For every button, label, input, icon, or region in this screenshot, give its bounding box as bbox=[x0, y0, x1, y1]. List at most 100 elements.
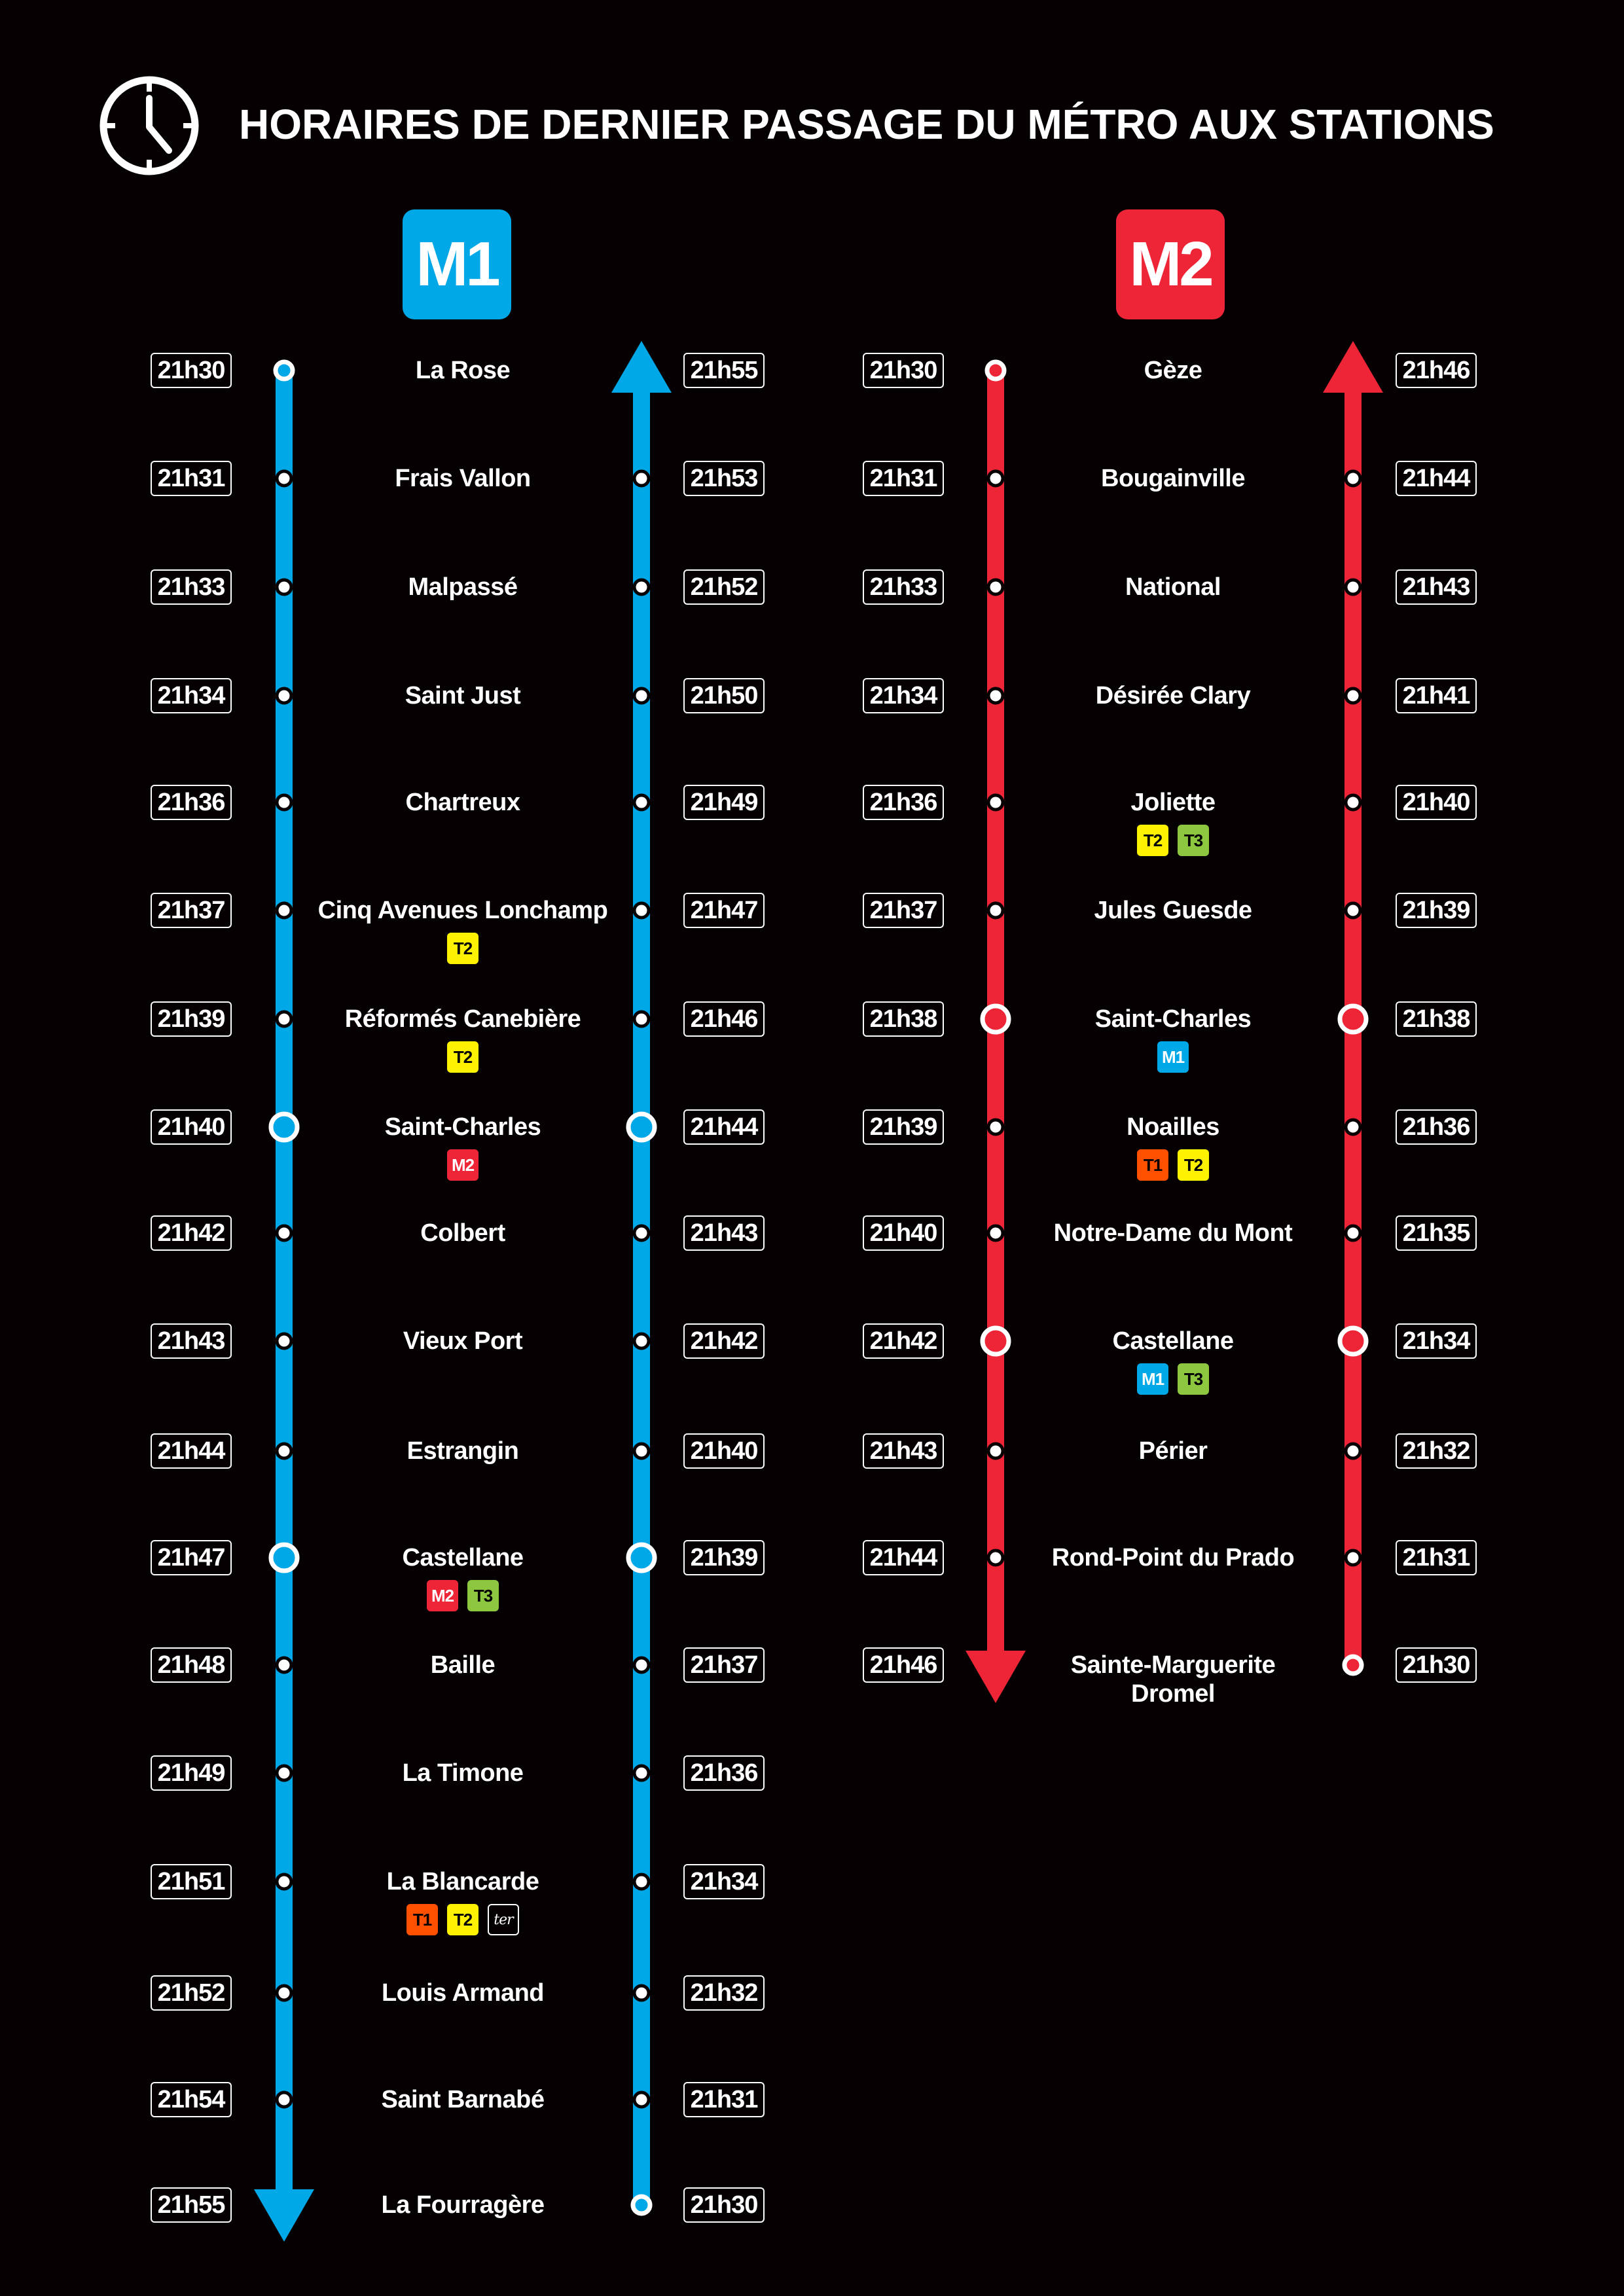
departure-time-up: 21h30 bbox=[1396, 1647, 1477, 1683]
station-name: Louis Armand bbox=[381, 1979, 545, 2007]
station-name: La Rose bbox=[415, 357, 511, 384]
stop-dot bbox=[275, 1984, 293, 2002]
connections: M1 bbox=[1042, 1041, 1304, 1073]
interchange-dot bbox=[980, 1325, 1011, 1357]
departure-time-down: 21h38 bbox=[863, 1001, 944, 1037]
interchange-dot bbox=[1337, 1325, 1369, 1357]
connection-badge-m1: M1 bbox=[1137, 1363, 1168, 1395]
connection-badge-t2: T2 bbox=[447, 1041, 478, 1073]
departure-time-down: 21h47 bbox=[151, 1540, 232, 1575]
direction-track-up bbox=[633, 386, 650, 2205]
departure-time-down: 21h30 bbox=[863, 353, 944, 388]
stop-dot bbox=[632, 1332, 651, 1350]
connections: T1 T2 bbox=[1042, 1149, 1304, 1181]
station-name: Saint-Charles bbox=[1094, 1005, 1252, 1033]
stop-dot bbox=[986, 687, 1005, 705]
terminus-dot bbox=[984, 359, 1007, 382]
station-name: Saint Barnabé bbox=[381, 2086, 545, 2113]
stop-dot bbox=[986, 1224, 1005, 1242]
stop-dot bbox=[275, 469, 293, 488]
departure-time-up: 21h34 bbox=[683, 1864, 765, 1899]
stop-dot bbox=[632, 2090, 651, 2109]
departure-time-down: 21h43 bbox=[151, 1323, 232, 1359]
departure-time-down: 21h36 bbox=[863, 785, 944, 820]
line-badge-m1: M1 bbox=[403, 209, 511, 319]
departure-time-up: 21h31 bbox=[683, 2082, 765, 2117]
station-name: Malpassé bbox=[408, 573, 518, 601]
station-name: La Fourragère bbox=[381, 2191, 545, 2219]
departure-time-down: 21h30 bbox=[151, 353, 232, 388]
station-name: Sainte-Marguerite Dromel bbox=[1070, 1651, 1276, 1708]
stop-dot bbox=[1344, 901, 1362, 920]
stop-dot bbox=[275, 1010, 293, 1028]
stop-dot bbox=[275, 793, 293, 812]
departure-time-down: 21h39 bbox=[863, 1109, 944, 1145]
departure-time-down: 21h44 bbox=[863, 1540, 944, 1575]
departure-time-down: 21h36 bbox=[151, 785, 232, 820]
departure-time-down: 21h42 bbox=[151, 1215, 232, 1251]
departure-time-up: 21h40 bbox=[1396, 785, 1477, 820]
departure-time-up: 21h38 bbox=[1396, 1001, 1477, 1037]
stop-dot bbox=[1344, 687, 1362, 705]
connections: T2 T3 bbox=[1042, 825, 1304, 856]
station-name: Castellane bbox=[1112, 1327, 1234, 1355]
departure-time-up: 21h44 bbox=[683, 1109, 765, 1145]
interchange-dot bbox=[268, 1111, 300, 1143]
departure-time-down: 21h55 bbox=[151, 2187, 232, 2223]
station-name: Rond-Point du Prado bbox=[1051, 1544, 1295, 1571]
stop-dot bbox=[1344, 469, 1362, 488]
interchange-dot bbox=[268, 1542, 300, 1573]
departure-time-up: 21h52 bbox=[683, 569, 765, 605]
stop-dot bbox=[986, 793, 1005, 812]
connections: M2 T3 bbox=[332, 1580, 594, 1611]
connection-badge-t1: T1 bbox=[1137, 1149, 1168, 1181]
station-name: Noailles bbox=[1127, 1113, 1219, 1141]
interchange-dot bbox=[626, 1542, 657, 1573]
station-name: Estrangin bbox=[406, 1437, 519, 1465]
stop-dot bbox=[275, 1442, 293, 1460]
connection-badge-t2: T2 bbox=[1137, 825, 1168, 856]
stop-dot bbox=[632, 687, 651, 705]
stop-dot bbox=[275, 1224, 293, 1242]
connections: M2 bbox=[332, 1149, 594, 1181]
line-badge-m2: M2 bbox=[1116, 209, 1225, 319]
stop-dot bbox=[986, 1549, 1005, 1567]
arrow-down-icon bbox=[254, 2189, 314, 2242]
stop-dot bbox=[632, 1873, 651, 1891]
stop-dot bbox=[986, 1442, 1005, 1460]
station-name: Saint-Charles bbox=[384, 1113, 541, 1141]
departure-time-down: 21h46 bbox=[863, 1647, 944, 1683]
station-name: Joliette bbox=[1130, 789, 1216, 816]
departure-time-down: 21h42 bbox=[863, 1323, 944, 1359]
stop-dot bbox=[1344, 1118, 1362, 1136]
connection-badge-t2: T2 bbox=[447, 933, 478, 964]
station-name: Castellane bbox=[402, 1544, 524, 1571]
stop-dot bbox=[632, 793, 651, 812]
departure-time-down: 21h31 bbox=[151, 461, 232, 496]
station-name: Chartreux bbox=[405, 789, 521, 816]
stop-dot bbox=[275, 1656, 293, 1674]
departure-time-down: 21h54 bbox=[151, 2082, 232, 2117]
stop-dot bbox=[986, 578, 1005, 596]
connection-badge-m1: M1 bbox=[1157, 1041, 1189, 1073]
departure-time-up: 21h49 bbox=[683, 785, 765, 820]
stop-dot bbox=[275, 578, 293, 596]
departure-time-down: 21h44 bbox=[151, 1433, 232, 1469]
station-name: Colbert bbox=[420, 1219, 505, 1247]
station-name: Saint Just bbox=[405, 682, 521, 709]
stop-dot bbox=[632, 1224, 651, 1242]
connections: M1 T3 bbox=[1042, 1363, 1304, 1395]
interchange-dot bbox=[980, 1003, 1011, 1035]
station-name: Bougainville bbox=[1101, 465, 1245, 492]
departure-time-up: 21h43 bbox=[1396, 569, 1477, 605]
stop-dot bbox=[632, 1442, 651, 1460]
departure-time-down: 21h40 bbox=[863, 1215, 944, 1251]
departure-time-down: 21h37 bbox=[863, 893, 944, 928]
station-name: Désirée Clary bbox=[1095, 682, 1251, 709]
stop-dot bbox=[632, 1010, 651, 1028]
stop-dot bbox=[275, 2090, 293, 2109]
interchange-dot bbox=[626, 1111, 657, 1143]
station-name: Frais Vallon bbox=[395, 465, 531, 492]
departure-time-down: 21h34 bbox=[151, 678, 232, 713]
